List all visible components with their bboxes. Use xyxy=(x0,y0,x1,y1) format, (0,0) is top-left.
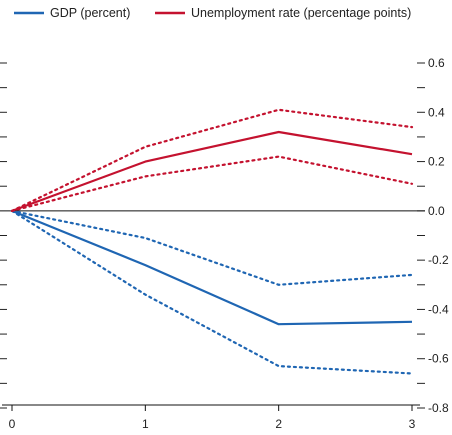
x-tick-label: 0 xyxy=(9,417,16,431)
series-line-gdp_lower xyxy=(10,209,414,375)
series-line-unemployment_upper xyxy=(10,108,414,212)
y-tick-label: -0.4 xyxy=(428,302,449,316)
series-line-unemployment xyxy=(11,130,413,212)
y-tick-label: -0.6 xyxy=(428,352,449,366)
x-tick-label: 3 xyxy=(409,417,416,431)
y-tick-label: 0.0 xyxy=(428,204,445,218)
y-tick-label: 0.6 xyxy=(428,56,445,70)
x-tick-label: 1 xyxy=(142,417,149,431)
legend-label-unemployment: Unemployment rate (percentage points) xyxy=(191,6,411,20)
series-line-gdp_upper xyxy=(10,209,414,286)
series-line-unemployment_lower xyxy=(10,155,414,212)
series-group xyxy=(10,108,414,375)
y-tick-label: -0.2 xyxy=(428,253,449,267)
axes: 0.6 0.4 0.2 0.0 -0.2 -0.4 -0.6 -0.8 0 1 2 3 xyxy=(0,56,449,431)
legend-label-gdp: GDP (percent) xyxy=(50,6,130,20)
y-tick-label: 0.4 xyxy=(428,105,445,119)
y-tick-label: -0.8 xyxy=(428,401,449,415)
x-tick-label: 2 xyxy=(275,417,282,431)
y-tick-label: 0.2 xyxy=(428,155,445,169)
legend: GDP (percent) Unemployment rate (percent… xyxy=(14,6,411,20)
series-line-gdp xyxy=(11,209,413,326)
